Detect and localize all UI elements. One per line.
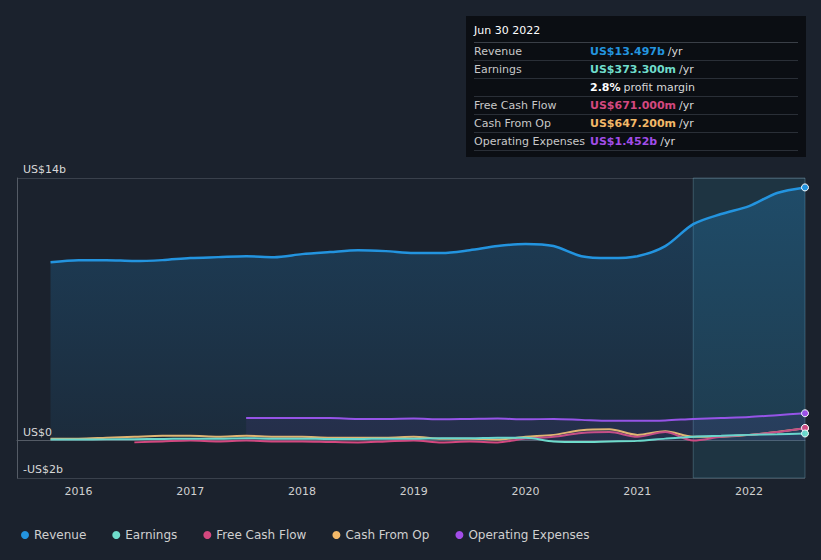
svg-text:Operating Expenses: Operating Expenses (468, 528, 589, 542)
html-text:US$671.000m /yr: US$671.000m /yr (590, 99, 694, 112)
svg-text:US$14b: US$14b (23, 163, 66, 176)
svg-text:Cash From Op: Cash From Op (345, 528, 429, 542)
svg-text:Earnings: Earnings (125, 528, 177, 542)
svg-text:2016: 2016 (64, 485, 92, 498)
svg-text:2021: 2021 (623, 485, 651, 498)
svg-text:2022: 2022 (735, 485, 763, 498)
svg-text:US$0: US$0 (23, 426, 52, 439)
html-text:Earnings: Earnings (474, 63, 522, 76)
svg-text:2019: 2019 (400, 485, 428, 498)
svg-text:Free Cash Flow: Free Cash Flow (216, 528, 306, 542)
html-text:Cash From Op: Cash From Op (474, 117, 551, 130)
html-text:Jun 30 2022: Jun 30 2022 (474, 24, 541, 37)
svg-text:2017: 2017 (176, 485, 204, 498)
html-text:US$1.452b /yr: US$1.452b /yr (590, 135, 675, 148)
svg-text:2018: 2018 (288, 485, 316, 498)
html-text:2.8% profit margin: 2.8% profit margin (590, 81, 695, 94)
html-text:US$647.200m /yr: US$647.200m /yr (590, 117, 694, 130)
html-text:Operating Expenses: Operating Expenses (474, 135, 585, 148)
svg-text:Revenue: Revenue (34, 528, 86, 542)
html-text:Revenue: Revenue (474, 45, 522, 58)
html-text:Free Cash Flow: Free Cash Flow (474, 99, 557, 112)
svg-text:-US$2b: -US$2b (23, 463, 63, 476)
html-text:US$373.300m /yr: US$373.300m /yr (590, 63, 694, 76)
html-text:US$13.497b /yr: US$13.497b /yr (590, 45, 683, 58)
svg-text:2020: 2020 (512, 485, 540, 498)
